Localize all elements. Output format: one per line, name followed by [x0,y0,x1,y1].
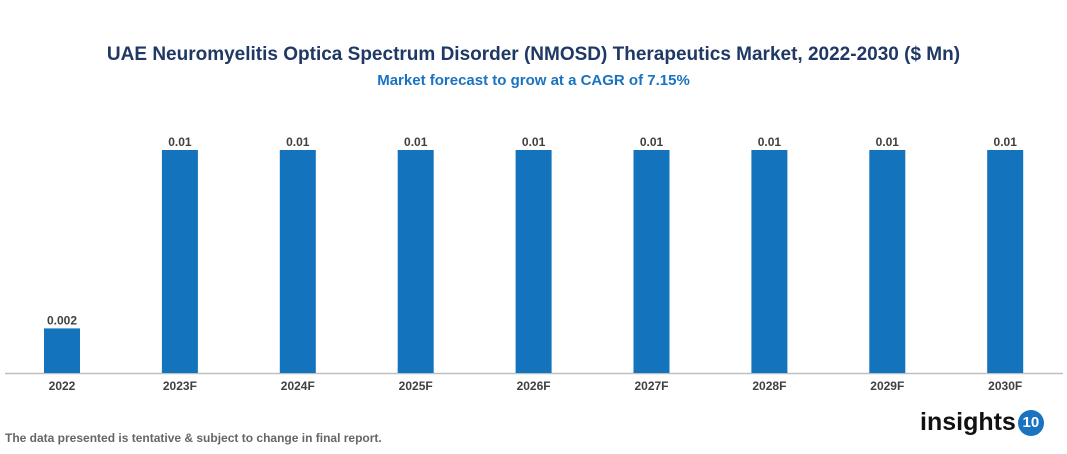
insights10-logo: insights 10 [920,408,1044,437]
x-tick-label: 2024F [281,379,315,393]
footnote: The data presented is tentative & subjec… [5,431,382,445]
data-label: 0.01 [758,135,782,149]
chart-title: UAE Neuromyelitis Optica Spectrum Disord… [106,44,961,65]
data-label: 0.01 [168,135,192,149]
data-label: 0.01 [404,135,428,149]
bar-2025F [397,150,434,373]
x-tick-label: 2030F [988,379,1022,393]
chart-subtitle: Market forecast to grow at a CAGR of 7.1… [377,72,690,89]
x-tick-label: 2023F [163,379,197,393]
x-tick-label: 2025F [399,379,433,393]
x-tick-label: 2028F [752,379,786,393]
bar-2029F [869,150,906,373]
data-label: 0.002 [47,313,77,327]
bar-2022 [44,328,80,373]
data-label: 0.01 [286,135,310,149]
x-tick-label: 2027F [634,379,668,393]
bar-2026F [515,150,552,373]
x-tick-label: 2029F [870,379,904,393]
bar-2024F [279,150,316,373]
bar-2028F [751,150,788,373]
x-tick-label: 2022 [49,379,76,393]
bar-2027F [633,150,670,373]
bar-2023F [161,150,198,373]
data-label: 0.01 [876,135,900,149]
data-label: 0.01 [522,135,546,149]
x-tick-label: 2026F [517,379,551,393]
data-label: 0.01 [640,135,664,149]
data-label: 0.01 [994,135,1018,149]
bar-2030F [987,150,1024,373]
